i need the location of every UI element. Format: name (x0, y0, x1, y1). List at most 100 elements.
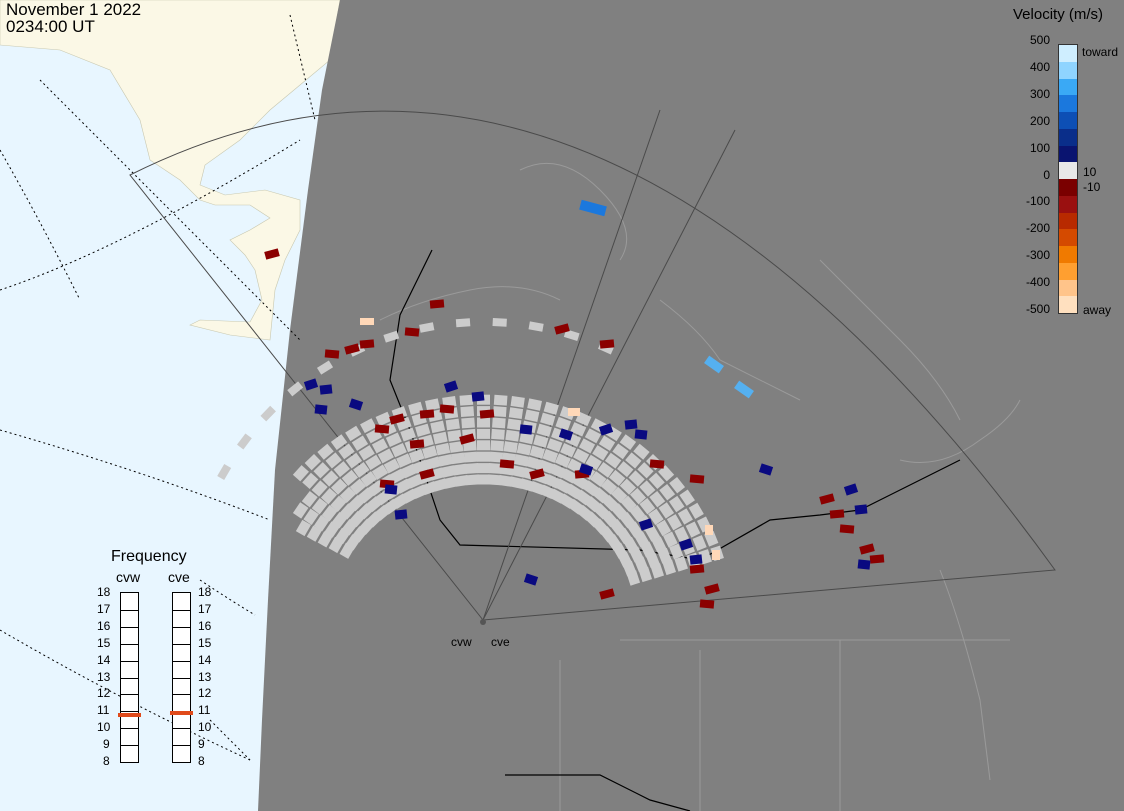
echo-cell (313, 515, 330, 532)
colorbar-segment (1059, 61, 1077, 79)
echo-cell (443, 476, 459, 489)
echo-cell (507, 418, 522, 431)
echo-cell (492, 417, 506, 429)
colorbar-segment (1059, 195, 1077, 213)
echo-cell (359, 339, 375, 349)
echo-cell (389, 413, 405, 425)
frequency-tick-label: 9 (198, 737, 205, 752)
echo-cell (599, 588, 615, 600)
echo-cell (459, 394, 474, 406)
echo-cell (561, 468, 578, 484)
echo-cell (854, 504, 868, 515)
colorbar-segment (1059, 145, 1077, 163)
echo-cell (649, 459, 665, 469)
echo-cell (360, 418, 377, 434)
echo-cell (375, 411, 392, 427)
echo-cell (442, 396, 457, 408)
frequency-tick-label: 11 (97, 703, 110, 718)
echo-cell (563, 329, 580, 341)
echo-cell (689, 564, 705, 574)
frequency-gridline (173, 626, 190, 628)
velocity-tick-label: 300 (1029, 86, 1050, 101)
echo-cell (528, 321, 544, 332)
echo-cell (648, 508, 664, 526)
neg-threshold-label: -10 (1083, 180, 1101, 194)
echo-cell (499, 459, 515, 469)
echo-cell (344, 343, 360, 355)
echo-cell (619, 434, 637, 451)
echo-cell (409, 439, 425, 449)
echo-cell (349, 478, 367, 495)
echo-cell (692, 535, 707, 551)
echo-cell (637, 462, 654, 479)
echo-cell (357, 487, 375, 504)
echo-cell (450, 452, 466, 465)
echo-cell (734, 380, 754, 399)
echo-cell (699, 599, 715, 609)
echo-cell (425, 456, 441, 470)
echo-cell (558, 428, 574, 441)
echo-cell (570, 422, 587, 437)
echo-cell (401, 463, 418, 479)
echo-cell (404, 327, 420, 337)
frequency-tick-label: 8 (103, 754, 110, 768)
echo-cell (460, 406, 475, 418)
echo-cell (394, 509, 408, 520)
colorbar-segment (1059, 246, 1077, 263)
velocity-tick-label: -200 (1025, 221, 1050, 236)
echo-cell (666, 514, 683, 531)
echo-cell (600, 478, 618, 495)
echo-cell (371, 464, 389, 480)
echo-cell (505, 429, 520, 442)
echo-cell (455, 318, 471, 328)
echo-cell (503, 441, 518, 453)
echo-cell (452, 463, 467, 476)
echo-cell (638, 518, 654, 531)
toward-label: toward (1082, 45, 1119, 59)
echo-cell (712, 550, 720, 560)
echo-cell (351, 435, 369, 451)
echo-cell (668, 495, 685, 513)
frequency-gridline (121, 711, 138, 713)
echo-cell (704, 583, 720, 595)
echo-cell (529, 468, 545, 480)
frequency-gridline (173, 745, 190, 747)
velocity-tick-label: -300 (1025, 248, 1050, 263)
echo-cell (554, 323, 570, 335)
border-line (389, 249, 961, 561)
echo-cell (464, 463, 479, 474)
velocity-tick-label: 500 (1029, 33, 1050, 47)
frequency-tick-label: 13 (97, 669, 111, 684)
echo-cell (659, 483, 676, 501)
echo-cell (639, 497, 656, 515)
echo-cell (445, 418, 460, 431)
echo-cell (604, 452, 622, 469)
echo-cell (640, 541, 656, 558)
echo-cell (634, 429, 648, 440)
frequency-gridline (173, 728, 190, 730)
echo-cell (454, 475, 469, 487)
echo-cell (360, 318, 374, 325)
echo-cell (645, 552, 660, 568)
frequency-gridline (121, 609, 138, 611)
colorbar-segment (1059, 128, 1077, 146)
echo-cell (629, 505, 646, 522)
coastlines (379, 162, 1021, 811)
echo-cell (487, 474, 502, 486)
echo-cell (543, 401, 559, 415)
echo-cell (582, 480, 600, 497)
velocity-tick-label: -500 (1025, 302, 1050, 316)
echo-cell (645, 525, 661, 542)
echo-cell (585, 454, 602, 471)
echo-cell (330, 495, 347, 512)
frequency-tick-label: 14 (198, 652, 212, 667)
echo-cell (639, 480, 656, 497)
echo-cell (619, 478, 637, 495)
echo-cell (339, 486, 356, 504)
echo-cell (438, 454, 453, 467)
echo-cell (377, 448, 394, 464)
frequency-tick-label: 11 (198, 703, 211, 718)
echo-cell (358, 445, 375, 461)
frequency-tick-label: 15 (198, 635, 212, 650)
